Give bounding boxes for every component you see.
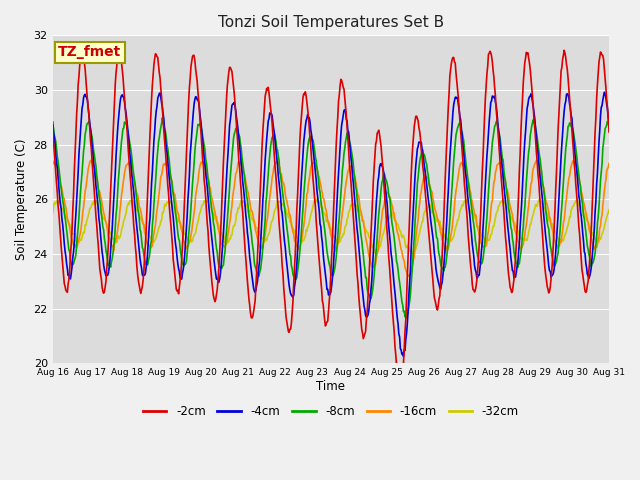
- -8cm: [377, 187, 385, 192]
- X-axis label: Time: Time: [316, 380, 346, 393]
- -32cm: [49, 210, 56, 216]
- -8cm: [49, 122, 56, 128]
- Line: -32cm: -32cm: [52, 199, 609, 254]
- -8cm: [196, 122, 204, 128]
- -32cm: [377, 239, 385, 245]
- -16cm: [605, 161, 613, 167]
- -16cm: [323, 207, 330, 213]
- -8cm: [605, 122, 613, 128]
- -16cm: [556, 242, 563, 248]
- Line: -16cm: -16cm: [52, 160, 609, 276]
- -8cm: [159, 115, 166, 120]
- -32cm: [323, 219, 331, 225]
- -2cm: [172, 278, 179, 284]
- -16cm: [376, 228, 384, 234]
- -32cm: [171, 210, 179, 216]
- Text: TZ_fmet: TZ_fmet: [58, 45, 122, 59]
- -32cm: [409, 251, 417, 257]
- Legend: -2cm, -4cm, -8cm, -16cm, -32cm: -2cm, -4cm, -8cm, -16cm, -32cm: [138, 401, 524, 423]
- Y-axis label: Soil Temperature (C): Soil Temperature (C): [15, 139, 28, 260]
- -2cm: [49, 124, 56, 130]
- -4cm: [323, 278, 330, 284]
- -4cm: [195, 100, 202, 106]
- -8cm: [433, 235, 440, 241]
- -8cm: [172, 210, 179, 216]
- -8cm: [323, 248, 331, 254]
- -16cm: [404, 274, 412, 279]
- -32cm: [433, 217, 440, 223]
- -2cm: [556, 96, 563, 102]
- Title: Tonzi Soil Temperatures Set B: Tonzi Soil Temperatures Set B: [218, 15, 444, 30]
- -16cm: [533, 157, 541, 163]
- -4cm: [432, 265, 440, 271]
- -16cm: [49, 161, 56, 167]
- -4cm: [600, 89, 608, 95]
- Line: -2cm: -2cm: [52, 50, 609, 391]
- -16cm: [432, 209, 440, 215]
- -4cm: [49, 119, 56, 125]
- -2cm: [396, 388, 403, 394]
- -4cm: [399, 353, 407, 359]
- -2cm: [433, 305, 440, 311]
- -8cm: [556, 234, 563, 240]
- -4cm: [376, 161, 384, 167]
- -2cm: [377, 143, 385, 149]
- -8cm: [403, 315, 410, 321]
- -4cm: [605, 120, 613, 126]
- Line: -8cm: -8cm: [52, 118, 609, 318]
- -32cm: [313, 196, 321, 202]
- -32cm: [195, 216, 202, 222]
- -32cm: [605, 207, 613, 213]
- -2cm: [78, 47, 86, 53]
- -2cm: [323, 319, 331, 325]
- -32cm: [556, 237, 563, 243]
- -2cm: [605, 129, 613, 135]
- -2cm: [196, 109, 204, 115]
- -4cm: [555, 198, 563, 204]
- -4cm: [171, 233, 179, 239]
- -16cm: [195, 171, 202, 177]
- -16cm: [171, 192, 179, 197]
- Line: -4cm: -4cm: [52, 92, 609, 356]
